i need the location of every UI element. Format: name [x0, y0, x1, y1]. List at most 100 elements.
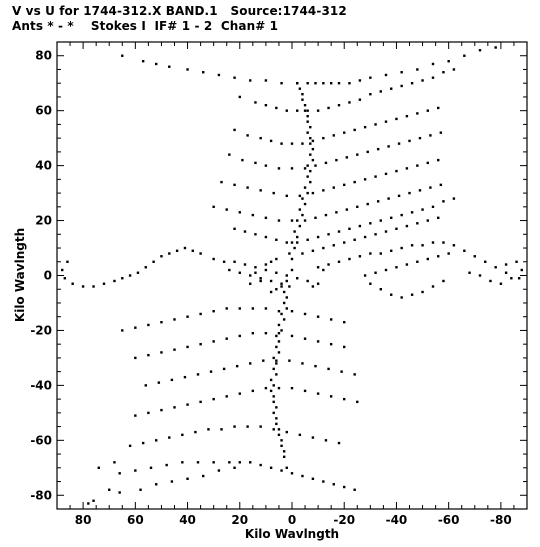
uv-point — [63, 277, 67, 280]
plot-frame — [56, 41, 528, 510]
uv-point — [186, 315, 189, 318]
x-tick-label: 80 — [75, 513, 92, 527]
uv-point — [384, 172, 388, 176]
uv-point — [348, 257, 351, 261]
uv-point — [212, 310, 215, 313]
uv-point — [337, 82, 341, 85]
uv-point — [301, 197, 304, 200]
uv-point — [209, 370, 213, 373]
uv-point — [282, 290, 286, 294]
uv-point — [238, 95, 241, 99]
uv-point — [316, 235, 320, 239]
uv-point — [447, 252, 450, 255]
uv-point — [306, 238, 309, 241]
uv-point — [183, 375, 187, 379]
uv-point — [504, 263, 508, 266]
uv-point — [102, 282, 106, 285]
uv-point — [280, 282, 283, 285]
uv-point — [314, 364, 317, 368]
uv-point — [510, 277, 513, 280]
uv-point — [254, 233, 257, 236]
uv-point — [306, 191, 309, 195]
uv-point — [405, 224, 409, 228]
uv-point — [311, 285, 315, 288]
uv-point — [329, 318, 333, 321]
uv-point — [363, 125, 367, 129]
uv-point — [71, 282, 74, 285]
uv-point — [332, 244, 335, 247]
uv-point — [251, 307, 255, 310]
x-tick-label: -40 — [386, 513, 408, 527]
uv-point — [280, 142, 283, 145]
uv-point — [149, 466, 153, 469]
uv-point — [335, 158, 338, 162]
uv-point — [160, 408, 163, 412]
uv-point — [374, 233, 377, 236]
uv-point — [61, 268, 64, 272]
plot-title-line-1: V vs U for 1744-312.X BAND.1 Source:1744… — [12, 4, 347, 18]
uv-point — [426, 161, 429, 165]
uv-point — [298, 194, 302, 198]
uv-point — [437, 158, 440, 162]
uv-point — [233, 425, 236, 428]
uv-point — [353, 488, 356, 491]
uv-point — [272, 384, 275, 387]
uv-point — [324, 161, 328, 165]
uv-point — [376, 147, 380, 151]
uv-point — [311, 191, 315, 195]
uv-point — [356, 205, 359, 209]
uv-point — [282, 455, 286, 459]
uv-point — [358, 98, 362, 101]
uv-point — [66, 260, 69, 263]
uv-point — [186, 68, 189, 71]
uv-point — [251, 389, 255, 393]
uv-point — [259, 463, 262, 467]
uv-point — [473, 255, 476, 258]
uv-point — [387, 145, 390, 148]
uv-point — [343, 397, 346, 401]
uv-point — [272, 400, 275, 404]
uv-point — [322, 189, 325, 192]
uv-point — [269, 466, 273, 469]
uv-point — [275, 334, 278, 338]
uv-point — [181, 433, 184, 437]
uv-point — [175, 249, 179, 252]
uv-point — [269, 378, 273, 382]
uv-point — [186, 477, 189, 480]
uv-point — [327, 106, 330, 110]
uv-point — [288, 285, 291, 288]
uv-point — [400, 71, 403, 74]
uv-point — [429, 186, 432, 189]
uv-point — [264, 268, 268, 272]
uv-point — [499, 282, 503, 285]
uv-point — [141, 441, 145, 445]
uv-point — [395, 117, 398, 121]
uv-point — [306, 164, 309, 167]
uv-point — [337, 260, 341, 263]
uv-point — [290, 472, 294, 475]
uv-point — [431, 62, 435, 66]
uv-point — [306, 82, 309, 85]
uv-point — [363, 274, 367, 277]
uv-point — [238, 271, 241, 274]
uv-point — [416, 112, 419, 115]
uv-point — [290, 167, 294, 170]
uv-point — [121, 329, 124, 332]
uv-point — [269, 389, 273, 393]
uv-point — [233, 466, 236, 469]
uv-point — [264, 386, 268, 390]
uv-point — [418, 136, 422, 140]
uv-point — [298, 208, 302, 211]
uv-point — [335, 211, 338, 214]
x-tick-label: 60 — [127, 513, 144, 527]
uv-point — [384, 268, 388, 272]
uv-point — [238, 392, 241, 395]
uv-point — [285, 466, 288, 469]
axis-tick-labels: 80 60 40 20 0 -20 -40 -60 -80 80 60 40 20 0 -20 -40 -60 -… — [30, 49, 511, 527]
uv-point — [199, 400, 202, 404]
uv-point — [468, 271, 471, 274]
uv-point — [246, 425, 249, 428]
uv-point — [309, 153, 312, 156]
uv-point — [303, 109, 307, 112]
uv-point — [249, 282, 252, 285]
